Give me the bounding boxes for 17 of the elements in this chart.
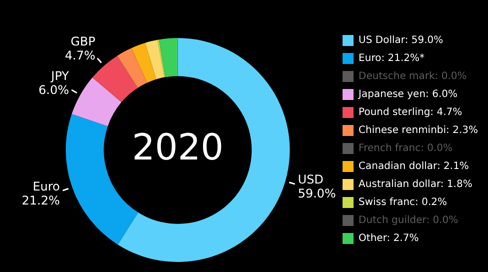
data-label: GBP 4.7% [64, 34, 96, 62]
legend-label: Australian dollar: 1.8% [358, 179, 472, 190]
legend-label: Canadian dollar: 2.1% [358, 161, 469, 172]
legend-label: Other: 2.7% [358, 233, 419, 244]
legend-label: Deutsche mark: 0.0% [358, 71, 467, 82]
legend-label: Japanese yen: 6.0% [358, 89, 458, 100]
data-label: USD 59.0% [298, 172, 336, 201]
legend-label: Chinese renminbi: 2.3% [358, 125, 478, 136]
legend-label: US Dollar: 59.0% [358, 35, 444, 46]
legend-label: Euro: 21.2%* [358, 53, 425, 64]
legend-label: Dutch guilder: 0.0% [358, 215, 458, 226]
data-label: Euro 21.2% [22, 180, 60, 208]
legend-label: Swiss franc: 0.2% [358, 197, 448, 208]
text: 2020 [132, 127, 224, 168]
legend-label: French franc: 0.0% [358, 143, 453, 154]
data-label: JPY 6.0% [38, 69, 70, 98]
legend-label: Pound sterling: 4.7% [358, 107, 462, 118]
